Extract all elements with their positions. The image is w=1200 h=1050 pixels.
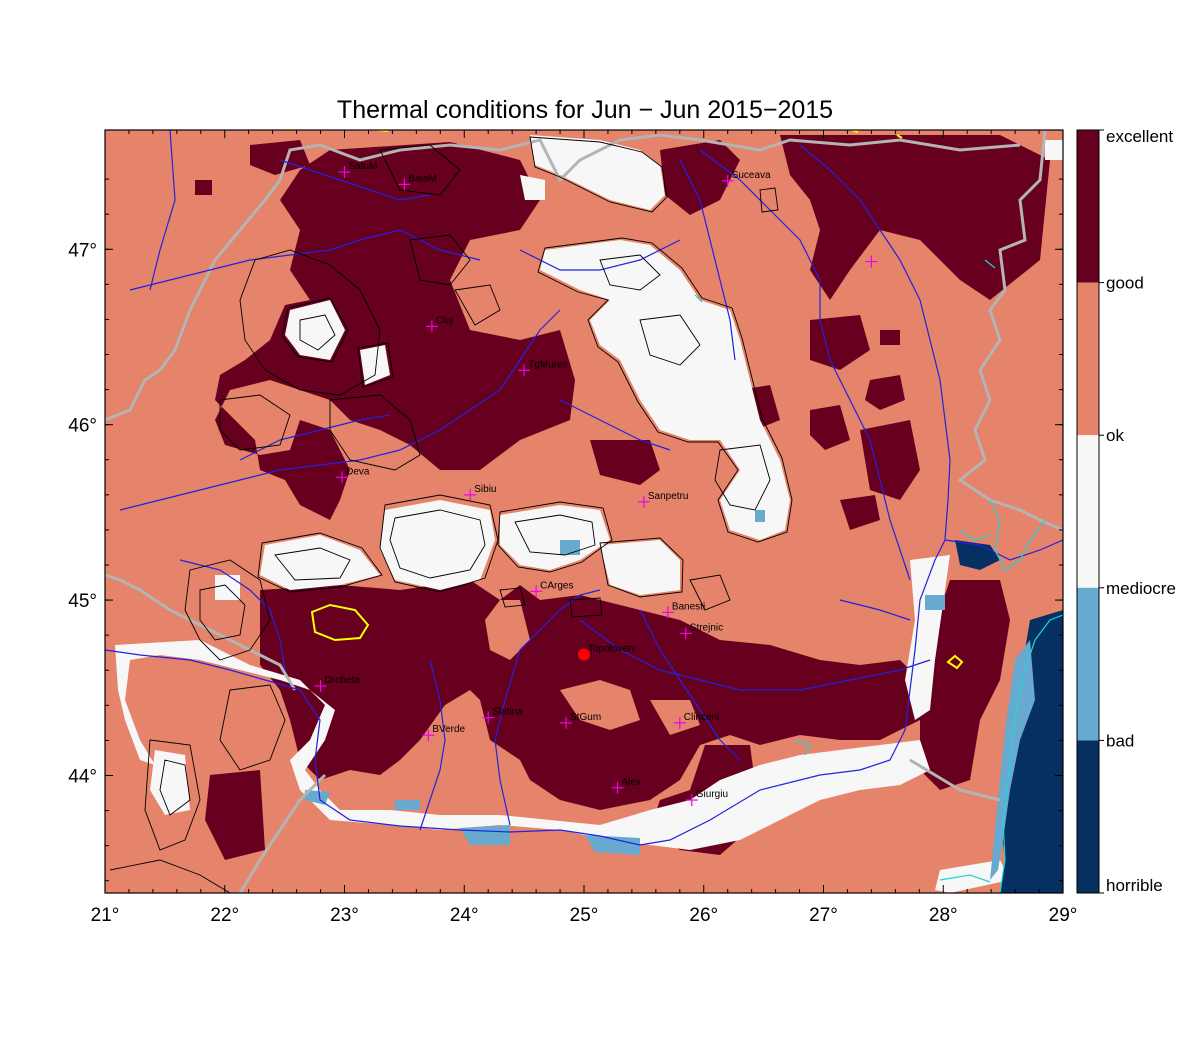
map-title: Thermal conditions for Jun − Jun 2015−20… <box>337 96 833 124</box>
city-label: CArges <box>540 580 573 591</box>
city-label: Alex <box>622 777 641 788</box>
city-marker: TgMures <box>518 359 568 377</box>
lon-tick-label: 25° <box>570 905 599 926</box>
lat-tick-label: 45° <box>68 591 97 612</box>
elevation-contours <box>109 136 793 893</box>
legend-frame <box>1076 129 1100 894</box>
legend-label: mediocre <box>1106 579 1176 598</box>
city-label: StGum <box>570 712 601 723</box>
legend-swatch <box>1077 435 1099 588</box>
highlight-point <box>578 648 590 661</box>
legend-swatch <box>1077 130 1099 283</box>
rivers <box>105 130 1063 846</box>
city-marker: Banesti <box>661 601 705 619</box>
city-label: Sanpetru <box>648 491 689 502</box>
city-label: Cluj <box>436 315 453 326</box>
city-label: BaiaM <box>408 173 436 184</box>
city-label: Slatina <box>492 707 523 718</box>
city-marker: Alex <box>611 777 641 794</box>
lon-tick-label: 29° <box>1049 905 1078 926</box>
legend-swatch <box>1077 587 1099 741</box>
city-marker: Cluj <box>425 315 453 333</box>
legend-label: ok <box>1106 426 1124 445</box>
country-borders <box>105 130 1063 893</box>
city-label: Deva <box>346 466 370 477</box>
lon-tick-label: 23° <box>330 905 359 926</box>
city-label: Clinceni <box>684 712 720 723</box>
city-marker: Strejnic <box>679 622 723 640</box>
axes: 21° 22° 23° 24° 25° 26° 27° 28° 29° 47° 46° 45° 44° <box>68 130 1077 926</box>
city-marker: Giurgiu <box>685 789 728 807</box>
city-markers: SatuM BaiaM Suceava Cluj TgMures Deva Sibiu San… <box>314 161 878 807</box>
legend-colorbar: excellent good ok mediocre bad horrible <box>1076 127 1176 895</box>
lon-tick-label: 26° <box>689 905 718 926</box>
city-marker: Suceava <box>721 170 771 187</box>
legend-swatch <box>1077 740 1099 893</box>
city-label: Topoloveni <box>588 643 636 654</box>
legend-label: bad <box>1106 731 1134 750</box>
city-label: Drobeta <box>325 675 361 686</box>
city-label: Sibiu <box>474 484 496 495</box>
city-marker: StGum <box>560 712 601 729</box>
city-marker: SatuM <box>338 161 378 179</box>
lon-tick-label: 21° <box>91 905 120 926</box>
city-label: Strejnic <box>690 622 723 633</box>
city-marker: Drobeta <box>314 675 361 693</box>
lon-tick-label: 22° <box>210 905 239 926</box>
city-marker: CArges <box>530 580 573 598</box>
city-label: SatuM <box>349 161 378 172</box>
lat-tick-label: 46° <box>68 416 97 437</box>
coast-lakes <box>694 259 1063 893</box>
bad-horrible-regions <box>305 510 1063 893</box>
city-marker: Sanpetru <box>637 491 689 508</box>
city-label: TgMures <box>528 359 567 370</box>
lon-tick-label: 27° <box>809 905 838 926</box>
legend-swatch <box>1077 282 1099 436</box>
city-label: BVerde <box>432 724 465 735</box>
city-marker: Clinceni <box>673 712 720 729</box>
city-label: Suceava <box>732 170 771 181</box>
legend-label: good <box>1106 274 1144 293</box>
city-marker: BVerde <box>422 724 466 742</box>
legend-label: excellent <box>1106 127 1173 146</box>
lat-tick-label: 47° <box>68 240 97 261</box>
lon-tick-label: 28° <box>929 905 958 926</box>
city-marker: Slatina <box>482 707 523 724</box>
city-marker: Deva <box>336 466 370 484</box>
city-marker: BaiaM <box>398 173 437 191</box>
city-label: Banesti <box>672 601 705 612</box>
lon-tick-label: 24° <box>450 905 479 926</box>
map-panel: SatuM BaiaM Suceava Cluj TgMures Deva Sibiu San… <box>105 130 1063 893</box>
legend-label: horrible <box>1106 876 1163 895</box>
lat-tick-label: 44° <box>68 766 97 787</box>
city-marker: Sibiu <box>464 484 496 501</box>
city-label: Giurgiu <box>696 789 728 800</box>
